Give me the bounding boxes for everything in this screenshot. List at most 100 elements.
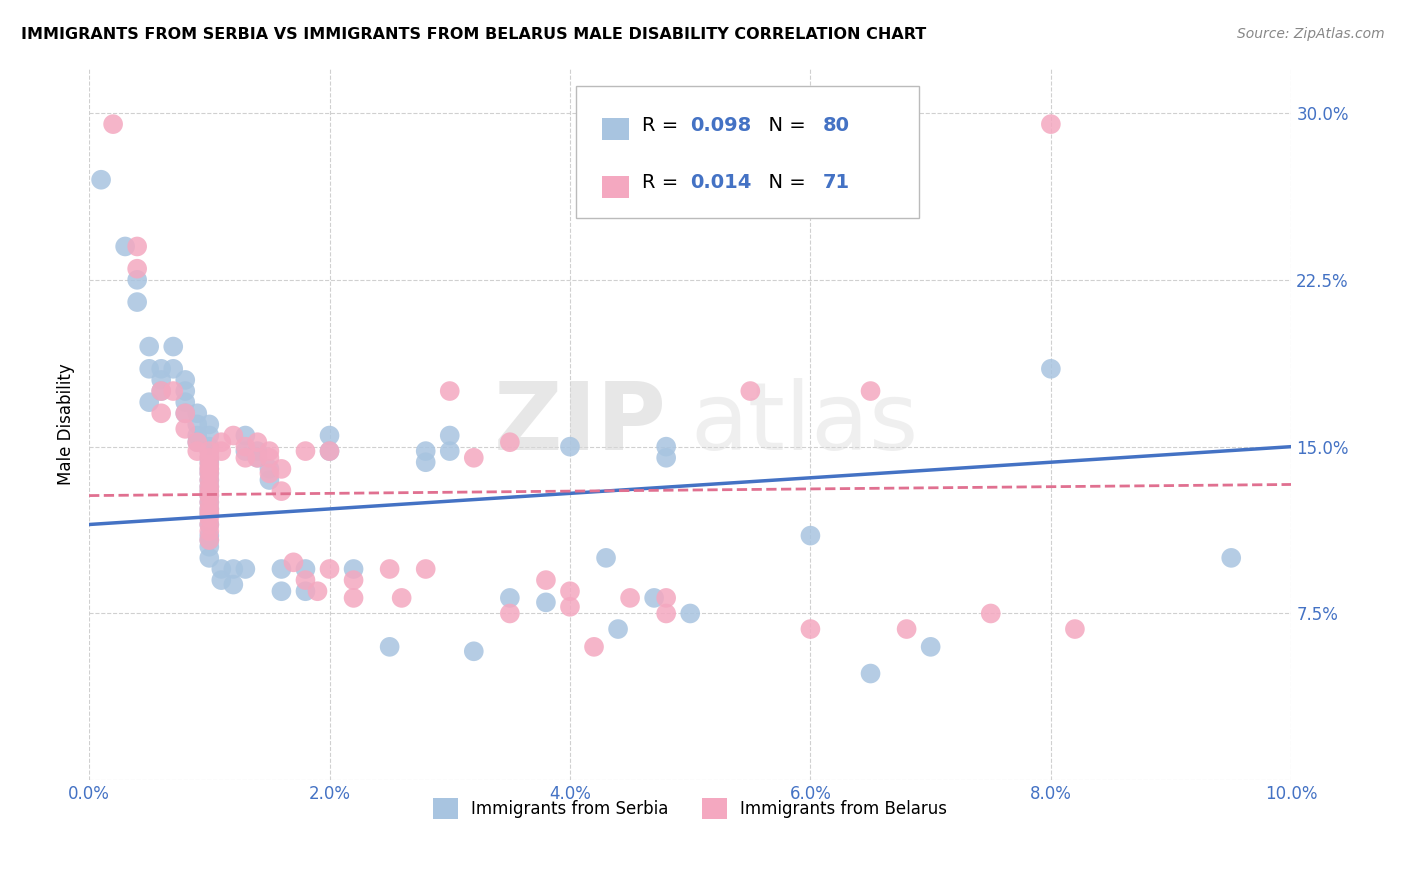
Point [127, 239, 149, 253]
Point [235, 450, 257, 465]
Point [198, 458, 221, 472]
Point [235, 444, 257, 458]
Point [90, 172, 112, 186]
FancyBboxPatch shape [602, 176, 628, 198]
Point [198, 507, 221, 521]
Point [270, 584, 292, 599]
Point [198, 502, 221, 516]
Point [799, 622, 821, 636]
Text: Source: ZipAtlas.com: Source: ZipAtlas.com [1237, 27, 1385, 41]
Point [150, 384, 173, 398]
Point [259, 462, 281, 476]
Point [415, 455, 437, 469]
Point [186, 444, 208, 458]
Point [101, 117, 124, 131]
FancyBboxPatch shape [576, 87, 918, 218]
Point [246, 450, 269, 465]
Point [222, 428, 245, 442]
Point [246, 450, 269, 465]
Point [198, 444, 221, 458]
Point [235, 562, 257, 576]
Point [198, 473, 221, 487]
Point [222, 562, 245, 576]
Point [534, 573, 557, 587]
Point [198, 511, 221, 525]
Point [1039, 117, 1062, 131]
Point [198, 450, 221, 465]
Point [294, 562, 316, 576]
Point [534, 595, 557, 609]
Point [198, 533, 221, 547]
Point [655, 591, 678, 605]
Point [174, 384, 197, 398]
Point [198, 502, 221, 516]
Point [198, 507, 221, 521]
Point [174, 422, 197, 436]
Point [378, 562, 401, 576]
Point [859, 666, 882, 681]
Point [558, 440, 581, 454]
Point [235, 440, 257, 454]
Point [209, 562, 232, 576]
Point [246, 444, 269, 458]
Point [198, 495, 221, 509]
Point [198, 524, 221, 538]
Point [174, 406, 197, 420]
Text: ZIP: ZIP [494, 378, 666, 470]
Point [198, 455, 221, 469]
Point [318, 444, 340, 458]
Point [198, 484, 221, 499]
Point [186, 417, 208, 432]
Point [198, 517, 221, 532]
Point [259, 467, 281, 481]
Point [607, 622, 630, 636]
Point [150, 406, 173, 420]
Point [186, 435, 208, 450]
Point [127, 261, 149, 276]
Point [643, 591, 665, 605]
Point [655, 607, 678, 621]
Point [439, 444, 461, 458]
Point [162, 340, 184, 354]
Point [342, 562, 364, 576]
Point [198, 495, 221, 509]
Point [198, 440, 221, 454]
Text: 0.014: 0.014 [690, 173, 752, 192]
Point [307, 584, 329, 599]
Point [259, 473, 281, 487]
Point [619, 591, 641, 605]
Point [499, 591, 522, 605]
Point [294, 584, 316, 599]
Legend: Immigrants from Serbia, Immigrants from Belarus: Immigrants from Serbia, Immigrants from … [426, 792, 955, 825]
Point [235, 428, 257, 442]
Point [740, 384, 762, 398]
Point [198, 489, 221, 503]
Point [1064, 622, 1087, 636]
Point [318, 444, 340, 458]
Point [127, 295, 149, 310]
Point [896, 622, 918, 636]
Point [378, 640, 401, 654]
Point [799, 528, 821, 542]
Point [209, 573, 232, 587]
Point [259, 444, 281, 458]
Point [209, 444, 232, 458]
Point [294, 444, 316, 458]
Text: R =: R = [643, 173, 685, 192]
Text: atlas: atlas [690, 378, 918, 470]
Text: N =: N = [756, 173, 813, 192]
Point [174, 395, 197, 409]
Point [859, 384, 882, 398]
Point [198, 462, 221, 476]
Point [150, 373, 173, 387]
Point [198, 528, 221, 542]
Point [463, 644, 485, 658]
Point [920, 640, 942, 654]
Point [198, 450, 221, 465]
Point [439, 428, 461, 442]
Point [259, 450, 281, 465]
Point [342, 573, 364, 587]
Point [138, 395, 160, 409]
Point [270, 462, 292, 476]
Text: 71: 71 [823, 173, 849, 192]
